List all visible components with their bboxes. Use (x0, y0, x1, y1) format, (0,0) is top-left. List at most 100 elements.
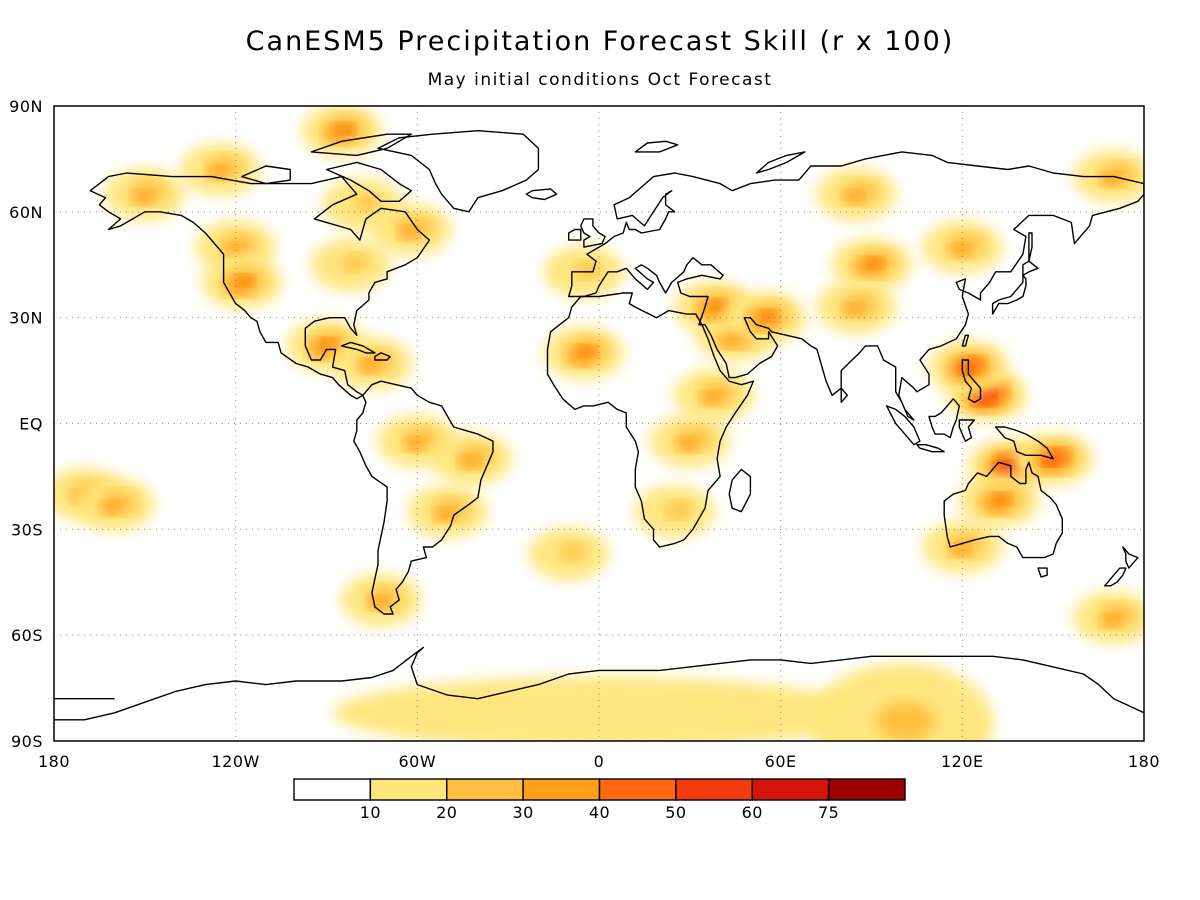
skill-region (407, 485, 488, 539)
coastline-antarctica (54, 646, 1144, 721)
skill-contour (710, 299, 726, 311)
skill-region (431, 432, 513, 486)
skill-contour (459, 455, 479, 469)
colorbar-label: 30 (512, 803, 533, 822)
skill-contour (237, 275, 254, 286)
skill-contour (958, 365, 972, 375)
y-tick-label: 90N (9, 97, 43, 116)
skill-contour (332, 676, 866, 741)
skill-contour (398, 226, 418, 239)
skill-contour (368, 596, 388, 610)
coastline-eurasia (568, 151, 1144, 421)
y-tick-label: 30S (11, 520, 43, 539)
skill-contour (843, 190, 864, 204)
coastline-africa (546, 292, 755, 548)
skill-contour (867, 257, 884, 268)
skill-region (809, 662, 994, 741)
coastline-sulawesi (958, 419, 976, 442)
x-tick-label: 120W (211, 752, 259, 771)
skill-region (331, 337, 413, 391)
coastline-new-guinea (994, 426, 1054, 460)
y-tick-label: 60S (11, 626, 43, 645)
x-tick-label: 120E (941, 752, 984, 771)
skill-region (180, 143, 261, 196)
coastline-greenland (377, 129, 540, 213)
colorbar-swatch (751, 778, 830, 801)
coastline-iceland (525, 188, 558, 201)
skill-contour (434, 508, 455, 522)
coastline-madagascar (728, 468, 752, 513)
skill-contour (359, 360, 379, 373)
colorbar: 10 20 30 40 50 60 75 (293, 778, 906, 822)
colorbar-label: 75 (818, 803, 839, 822)
skill-region (922, 520, 1003, 574)
skill-region (332, 676, 866, 741)
coastline-new-zealand-n (1122, 546, 1139, 569)
y-tick-label: 60N (9, 203, 43, 222)
skill-contour (761, 310, 778, 321)
skill-region (922, 220, 1003, 274)
skill-region (958, 474, 1039, 528)
colorbar-swatch (522, 778, 601, 801)
colorbar-swatch (675, 778, 753, 801)
skill-contour (1101, 173, 1121, 186)
coastline-sakhalin (1028, 232, 1033, 262)
skill-contour (665, 501, 692, 519)
skill-field (54, 106, 1144, 741)
skill-region (340, 573, 422, 627)
y-tick-label: 90S (11, 732, 43, 751)
x-tick-label: 60W (398, 752, 436, 771)
colorbar-label: 20 (436, 803, 457, 822)
skill-region (543, 326, 625, 380)
skill-region (371, 202, 452, 256)
skill-contour (1101, 614, 1121, 627)
x-tick-label: 180 (38, 752, 70, 771)
coastline-cuba (340, 341, 376, 354)
coastlines (54, 129, 1144, 721)
skill-region (201, 255, 282, 309)
chart-subtitle: May initial conditions Oct Forecast (427, 70, 773, 90)
skill-contour (575, 261, 601, 279)
colorbar-label: 10 (360, 803, 381, 822)
coastline-sumatra (885, 405, 921, 446)
y-axis-ticks: 90N 60N 30N EQ 30S 60S 90S (9, 97, 43, 751)
colorbar-swatch (598, 778, 677, 801)
chart-title: CanESM5 Precipitation Forecast Skill (r … (245, 26, 955, 57)
skill-contour (354, 194, 380, 212)
coastline-borneo (928, 398, 960, 439)
coastline-taiwan (961, 334, 970, 347)
coastline-new-zealand-s (1103, 567, 1127, 587)
x-tick-label: 0 (594, 752, 605, 771)
skill-region (673, 368, 755, 422)
skill-contour (560, 543, 586, 561)
skill-contour (876, 702, 935, 741)
y-tick-label: EQ (19, 415, 43, 434)
skill-region (1073, 591, 1144, 645)
colorbar-swatch (446, 778, 524, 801)
skill-region (301, 106, 382, 158)
skill-contour (701, 391, 721, 405)
skill-contour (949, 543, 970, 557)
skill-contour (843, 303, 864, 317)
colorbar-swatch (827, 778, 906, 801)
skill-contour (949, 243, 970, 257)
coastline-victoria-is (240, 165, 291, 185)
skill-contour (1043, 457, 1057, 467)
coastline-australia (943, 461, 1064, 559)
colorbar-swatch (369, 778, 448, 801)
x-tick-label: 60E (765, 752, 797, 771)
y-tick-label: 30N (9, 309, 43, 328)
coastline-svalbard (634, 140, 679, 153)
coastline-hispaniola (374, 352, 391, 361)
skill-region (74, 478, 155, 532)
skill-contour (984, 389, 997, 397)
x-axis-ticks: 180 120W 60W 0 60E 120E 180 (38, 752, 1160, 771)
coastline-java (916, 444, 945, 453)
map-area (53, 105, 1145, 742)
coastline-philippines (961, 359, 982, 403)
coastline-baffin (325, 161, 412, 203)
skill-contour (809, 662, 994, 741)
skill-contour (677, 437, 697, 451)
skill-contour (580, 345, 596, 357)
